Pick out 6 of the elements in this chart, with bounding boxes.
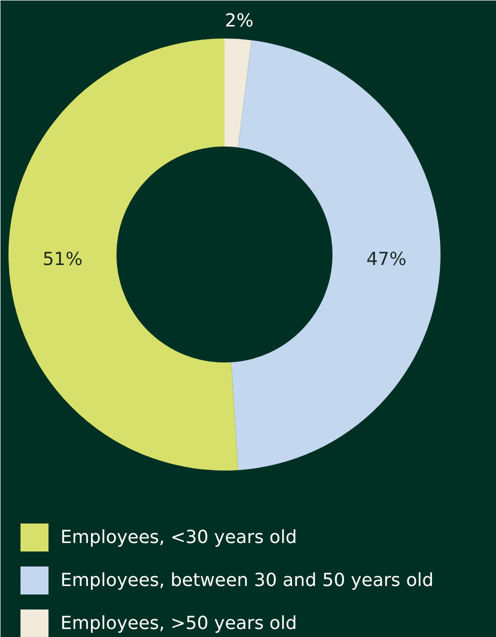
data-label: 47%	[366, 249, 406, 270]
legend-label: Employees, <30 years old	[60, 527, 297, 548]
legend-label: Employees, between 30 and 50 years old	[60, 570, 434, 591]
legend-label: Employees, >50 years old	[60, 613, 297, 634]
data-label: 51%	[42, 249, 83, 270]
data-label: 2%	[224, 10, 254, 32]
